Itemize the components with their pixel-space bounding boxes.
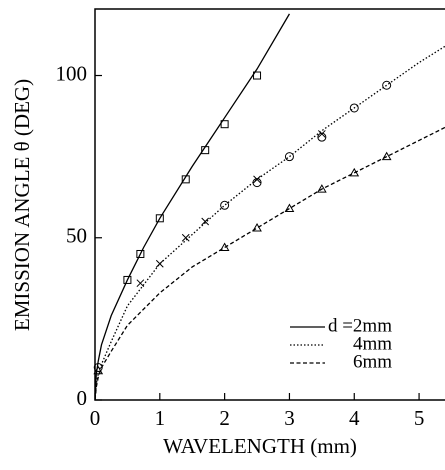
triangle-marker: [252, 223, 262, 232]
square-marker: [136, 249, 145, 258]
x-tick-label: 2: [219, 406, 230, 430]
x-tick-label: 0: [90, 406, 101, 430]
cross-marker: [253, 175, 261, 184]
cross-marker: [155, 259, 164, 268]
square-marker: [201, 146, 210, 155]
circle-marker: [93, 363, 103, 373]
square-marker: [220, 120, 229, 129]
circle-marker: [382, 80, 392, 90]
triangle-marker: [381, 151, 392, 161]
x-tick-label: 5: [414, 406, 425, 430]
square-marker: [253, 71, 262, 80]
cross-marker: [136, 279, 145, 288]
y-axis-label: EMISSION ANGLE θ (DEG): [10, 79, 34, 331]
circle-marker: [317, 132, 327, 142]
square-marker: [123, 275, 132, 284]
y-tick-label: 50: [66, 224, 87, 248]
triangle-marker: [316, 184, 327, 193]
y-tick-label: 0: [77, 386, 88, 410]
legend-label: 4mm: [353, 333, 392, 354]
x-tick-label: 3: [284, 406, 295, 430]
triangle-marker: [93, 365, 104, 375]
curve: [95, 45, 445, 400]
square-marker: [155, 214, 164, 223]
cross-marker: [317, 130, 326, 138]
circle-marker: [220, 200, 230, 210]
x-tick-label: 4: [349, 406, 360, 430]
axis-frame: [94, 8, 445, 401]
y-tick-label: 100: [56, 61, 88, 85]
circle-marker: [349, 103, 359, 113]
x-axis-label: WAVELENGTH (mm): [163, 434, 357, 458]
triangle-marker: [284, 203, 295, 213]
legend-label: 6mm: [353, 351, 392, 372]
square-marker: [181, 175, 190, 184]
triangle-marker: [219, 242, 230, 251]
cross-marker: [181, 233, 190, 242]
legend-label: d =2mm: [328, 315, 392, 336]
cross-marker: [201, 217, 210, 226]
x-tick-label: 1: [155, 406, 166, 430]
curve: [95, 126, 445, 400]
triangle-marker: [349, 167, 360, 177]
circle-marker: [252, 178, 262, 188]
circle-marker: [284, 152, 294, 162]
